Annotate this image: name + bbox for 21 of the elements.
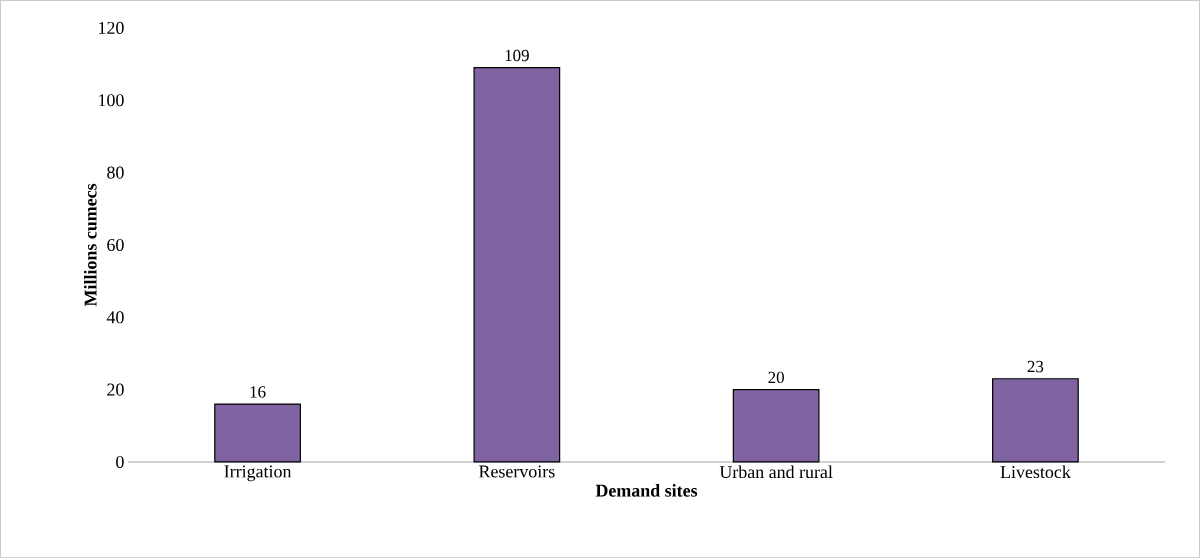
data-label: 16 [250,386,266,398]
y-axis-title: Millions cumecs [84,183,97,307]
y-tick-label: 0 [116,455,124,469]
bar [473,67,561,463]
x-tick-label: Irrigation [224,465,292,482]
y-tick-label: 120 [99,21,124,34]
y-tick-label: 80 [107,166,124,179]
data-label: 20 [768,371,784,384]
x-axis-title: Demand sites [595,484,698,497]
y-tick-label: 60 [107,238,124,252]
bar [992,378,1079,463]
y-tick-label: 100 [99,94,124,107]
x-tick-label: Urban and rural [719,465,833,479]
bar [732,389,820,463]
bar [214,403,301,463]
x-tick-label: Livestock [1000,465,1071,479]
y-tick-label: 40 [106,311,124,324]
y-tick-label: 20 [107,383,124,396]
x-tick-label: Reservoirs [479,465,555,478]
data-label: 23 [1027,360,1044,373]
data-label: 109 [505,49,529,62]
